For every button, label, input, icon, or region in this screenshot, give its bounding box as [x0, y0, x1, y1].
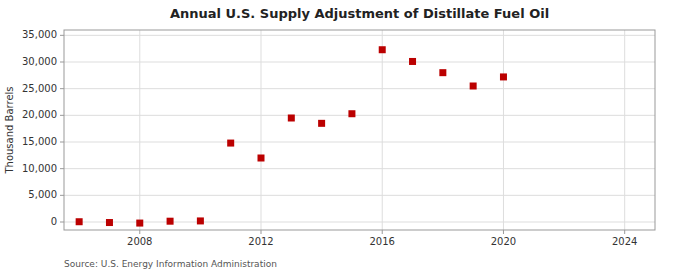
point — [288, 115, 295, 122]
y-grid-line — [64, 35, 655, 36]
point — [197, 217, 204, 224]
grid — [64, 30, 655, 230]
x-tick-label: 2012 — [248, 236, 273, 247]
plot-frame — [64, 30, 655, 230]
y-tick-label: 0 — [51, 216, 57, 227]
y-grid-line — [64, 88, 655, 89]
y-tick-label: 20,000 — [22, 109, 57, 120]
y-tick — [60, 168, 64, 169]
y-tick — [60, 195, 64, 196]
source-note: Source: U.S. Energy Information Administ… — [64, 259, 277, 269]
x-tick-label: 2016 — [370, 236, 395, 247]
y-tick-label: 25,000 — [22, 83, 57, 94]
y-tick — [60, 115, 64, 116]
x-grid-line — [624, 30, 625, 230]
y-grid-line — [64, 142, 655, 143]
chart-container: 0 5,000 10,000 15,000 20,000 25,000 30,000 35,0… — [0, 0, 675, 275]
background — [0, 0, 675, 275]
chart-svg: 0 5,000 10,000 15,000 20,000 25,000 30,000 35,0… — [0, 0, 675, 275]
y-tick-label: 35,000 — [22, 29, 57, 40]
y-grid-line — [64, 115, 655, 116]
point — [318, 120, 325, 127]
y-tick — [60, 35, 64, 36]
x-tick — [139, 230, 140, 234]
point — [379, 46, 386, 53]
y-tick — [60, 222, 64, 223]
y-tick-label: 15,000 — [22, 136, 57, 147]
y-tick — [60, 142, 64, 143]
x-tick — [382, 230, 383, 234]
point — [258, 155, 265, 162]
y-tick-label: 30,000 — [22, 56, 57, 67]
point — [409, 58, 416, 65]
y-axis-label: Thousand Barrels — [4, 86, 15, 174]
title: Annual U.S. Supply Adjustment of Distill… — [170, 6, 549, 21]
x-tick — [261, 230, 262, 234]
point — [227, 140, 234, 147]
x-grid-line — [382, 30, 383, 230]
point — [470, 83, 477, 90]
y-grid-line — [64, 222, 655, 223]
y-tick — [60, 62, 64, 63]
x-tick — [624, 230, 625, 234]
y-grid-line — [64, 168, 655, 169]
x-tick — [503, 230, 504, 234]
y-grid-line — [64, 62, 655, 63]
point — [348, 110, 355, 117]
point — [167, 218, 174, 225]
x-grid-line — [503, 30, 504, 230]
x-axis: 2008 2012 2016 2020 2024 — [127, 230, 637, 247]
point — [136, 220, 143, 227]
y-axis: 0 5,000 10,000 15,000 20,000 25,000 30,000 35,0… — [22, 29, 64, 227]
point — [439, 69, 446, 76]
y-tick — [60, 88, 64, 89]
x-grid-line — [139, 30, 140, 230]
x-tick-label: 2024 — [612, 236, 637, 247]
y-grid-line — [64, 195, 655, 196]
x-tick-label: 2008 — [127, 236, 152, 247]
point — [500, 73, 507, 80]
y-tick-label: 5,000 — [28, 189, 57, 200]
x-grid-line — [261, 30, 262, 230]
y-tick-label: 10,000 — [22, 163, 57, 174]
x-tick-label: 2020 — [491, 236, 516, 247]
points — [76, 46, 507, 226]
point — [106, 219, 113, 226]
point — [76, 218, 83, 225]
